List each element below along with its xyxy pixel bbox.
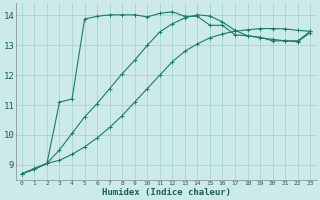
X-axis label: Humidex (Indice chaleur): Humidex (Indice chaleur) (101, 188, 231, 197)
